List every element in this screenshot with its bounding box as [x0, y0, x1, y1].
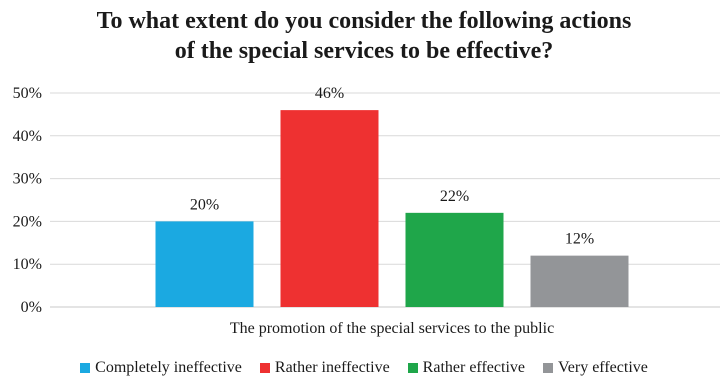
bar-very-effective: [530, 255, 629, 307]
bar-rather-effective: [405, 212, 504, 307]
legend-label: Completely ineffective: [95, 359, 242, 376]
data-label: 46%: [315, 85, 344, 102]
chart-title-line-2: of the special services to be effective?: [174, 38, 554, 64]
legend-swatch: [80, 363, 91, 373]
bars: [155, 110, 629, 308]
y-tick-label: 50%: [13, 85, 42, 102]
x-category-label: The promotion of the special services to…: [230, 320, 554, 337]
y-tick-label: 40%: [13, 128, 42, 145]
legend-swatch: [407, 363, 418, 373]
legend-item: Very effective: [542, 359, 648, 377]
legend: Completely ineffective Rather ineffective…: [0, 359, 728, 377]
data-label: 22%: [440, 188, 469, 205]
data-label: 12%: [565, 231, 594, 248]
bar-rather-ineffective: [280, 110, 379, 308]
x-axis-category-labels: The promotion of the special services to…: [230, 320, 554, 337]
y-tick-label: 10%: [13, 256, 42, 273]
data-label: 20%: [190, 196, 219, 213]
legend-swatch: [542, 363, 553, 373]
chart-title: To what extent do you consider the follo…: [0, 6, 728, 66]
bar-completely-ineffective: [155, 221, 254, 307]
y-tick-label: 30%: [13, 171, 42, 188]
y-tick-label: 20%: [13, 213, 42, 230]
legend-swatch: [259, 363, 270, 373]
legend-label: Very effective: [557, 359, 648, 376]
legend-item: Completely ineffective: [80, 359, 242, 377]
y-axis-tick-labels: 0% 10% 20% 30% 40% 50%: [13, 85, 42, 316]
legend-item: Rather effective: [407, 359, 525, 377]
legend-label: Rather effective: [422, 359, 525, 376]
chart-title-line-1: To what extent do you consider the follo…: [96, 8, 632, 34]
y-tick-label: 0%: [21, 299, 42, 316]
data-labels: 20% 46% 22% 12%: [190, 85, 594, 248]
legend-item: Rather ineffective: [259, 359, 390, 377]
legend-label: Rather ineffective: [274, 359, 390, 376]
